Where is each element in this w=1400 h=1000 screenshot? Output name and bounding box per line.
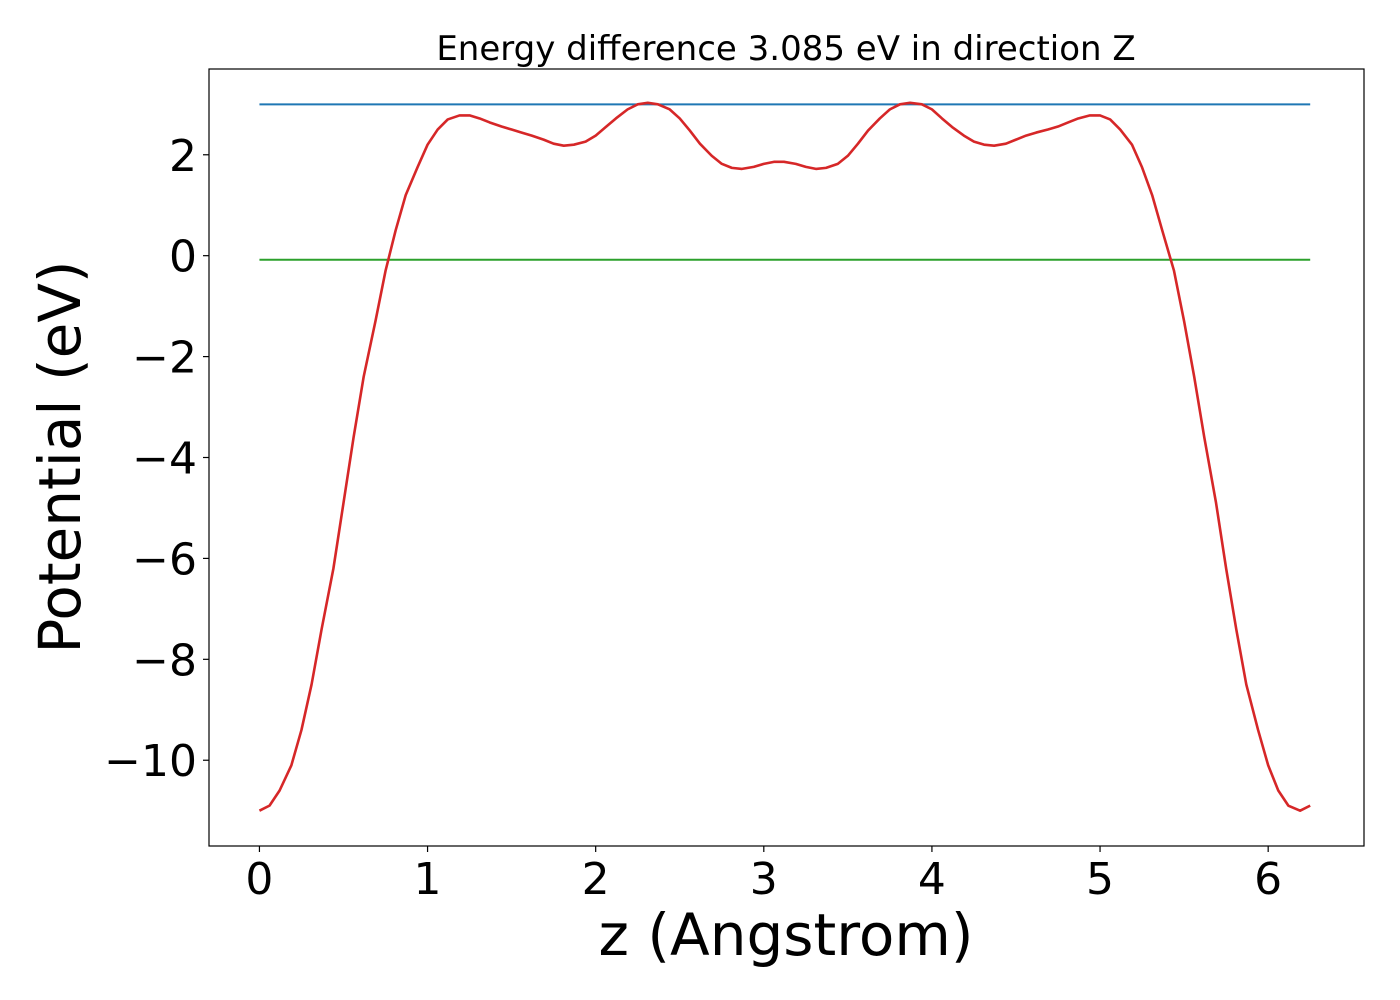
y-tick-label: −4	[132, 434, 197, 485]
y-tick-label: 0	[169, 232, 197, 283]
y-axis-label: Potential (eV)	[26, 260, 94, 653]
plot-area	[208, 68, 1365, 847]
series-line-0	[258, 101, 1311, 812]
x-axis-label: z (Angstrom)	[599, 901, 974, 969]
x-tick-label: 3	[750, 854, 778, 905]
x-tick-label: 4	[918, 854, 946, 905]
y-tick-label: −2	[132, 333, 197, 384]
y-tick-label: −8	[132, 635, 197, 686]
y-tick-label: −6	[132, 534, 197, 585]
x-tick-label: 1	[414, 854, 442, 905]
x-tick-label: 2	[582, 854, 610, 905]
x-tick-label: 6	[1254, 854, 1282, 905]
series-layer	[258, 101, 1311, 812]
y-axis-ticks: 2 0 −2 −4 −6 −8 −10	[104, 131, 209, 787]
y-tick-label: 2	[169, 131, 197, 182]
x-axis-ticks: 0 1 2 3 4 5 6	[245, 846, 1282, 905]
x-tick-label: 5	[1086, 854, 1114, 905]
x-tick-label: 0	[245, 854, 273, 905]
chart-title: Energy difference 3.085 eV in direction …	[436, 29, 1135, 69]
y-tick-label: −10	[104, 736, 197, 787]
